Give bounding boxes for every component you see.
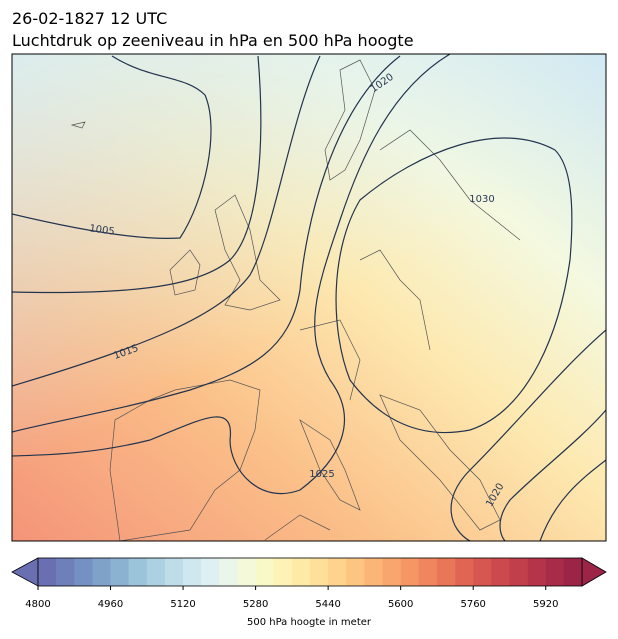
colorbar-bin: [110, 558, 129, 586]
colorbar-bin: [164, 558, 184, 586]
colorbar-bin: [273, 558, 293, 586]
colorbar-bin: [491, 558, 510, 586]
colorbar-bin: [346, 558, 365, 586]
date: 26-02-1827 12 UTC: [12, 9, 167, 28]
colorbar-frame: [37, 557, 583, 587]
colorbar-tick-label: 5920: [533, 599, 558, 610]
colorbar-bin: [545, 558, 565, 586]
contour-label: 1030: [469, 194, 494, 205]
contour: [12, 55, 262, 294]
coastline: [70, 121, 521, 401]
colorbar-tick-label: 4960: [98, 599, 123, 610]
colorbar-bin: [509, 558, 528, 586]
contour: [12, 54, 451, 495]
colorbar-bin: [291, 558, 311, 586]
title: Luchtdruk op zeeniveau in hPa en 500 hPa…: [12, 31, 414, 50]
contour: [12, 55, 401, 433]
colorbar-tick-label: 5600: [388, 599, 413, 610]
colorbar-tick-label: 4800: [25, 599, 50, 610]
map: 1020 1030 1005 1015 1025 1020: [12, 54, 606, 541]
colorbar-bin: [436, 558, 456, 586]
colorbar-bin: [255, 558, 275, 586]
colorbar-bin: [74, 558, 93, 586]
colorbar-bin: [364, 558, 383, 586]
colorbar-tick-label: 5120: [170, 599, 195, 610]
contour: [539, 459, 606, 541]
contour: [12, 55, 321, 387]
colorbar-bin: [92, 558, 111, 586]
colorbar-extend: [11, 557, 39, 587]
colorbar-bin: [382, 558, 401, 586]
colorbar-bin: [400, 558, 420, 586]
colorbar-bin: [527, 558, 547, 586]
contour-label: 1005: [89, 223, 116, 237]
colorbar-bin: [38, 558, 57, 586]
colorbar-tick-label: 5440: [315, 599, 340, 610]
colorbar-tick-label: 5280: [243, 599, 268, 610]
colorbar-bin: [328, 558, 347, 586]
height-field: [12, 54, 606, 541]
contour-label: 1025: [309, 469, 334, 480]
colorbar-extend: [581, 557, 607, 587]
contour: [499, 409, 606, 541]
contour: [335, 137, 573, 434]
colorbar-bin: [183, 558, 202, 586]
colorbar-bin: [146, 558, 166, 586]
contour: [12, 55, 212, 240]
colorbar-bin: [310, 558, 329, 586]
colorbar-bin: [455, 558, 474, 586]
colorbar-bin: [201, 558, 220, 586]
colorbar-label: 500 hPa hoogte in meter: [247, 617, 372, 628]
colorbar-bin: [418, 558, 438, 586]
colorbar-bin: [563, 558, 583, 586]
map-frame: [11, 53, 607, 542]
colorbar-bin: [473, 558, 492, 586]
colorbar-bin: [219, 558, 238, 586]
colorbar: 4800 4960 5120 5280 5440 5600 5760 5920: [11, 557, 607, 610]
colorbar-bin: [128, 558, 148, 586]
colorbar-bin: [56, 558, 75, 586]
colorbar-bin: [237, 558, 256, 586]
colorbar-tick-label: 5760: [460, 599, 485, 610]
contour: [450, 329, 606, 541]
pressure-contours: [12, 54, 606, 541]
